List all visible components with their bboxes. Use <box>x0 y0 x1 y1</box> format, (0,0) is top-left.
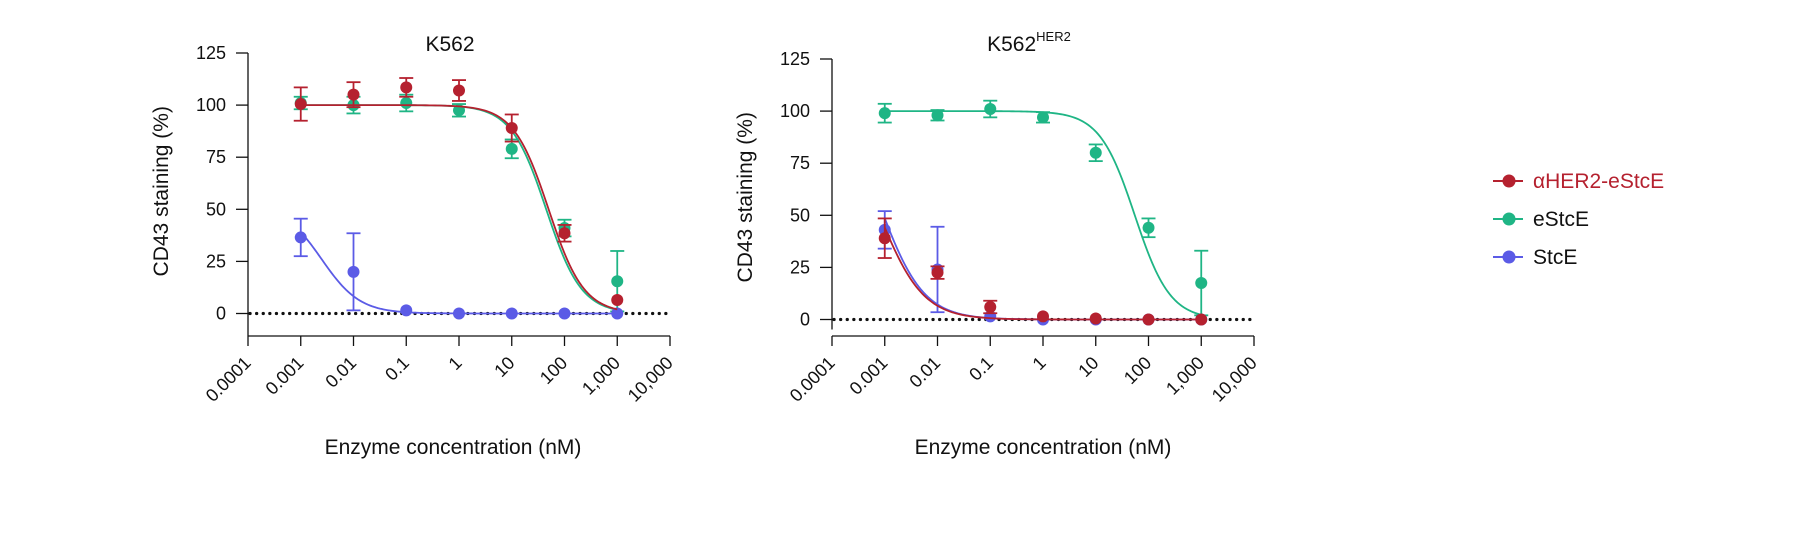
data-point-estce <box>505 142 518 155</box>
y-tick-label: 50 <box>790 205 810 225</box>
data-point-stce <box>453 307 465 320</box>
fit-curve-estce <box>884 110 1202 316</box>
data-point-estce <box>1142 221 1155 234</box>
legend-item-stce: StcE <box>1493 246 1577 269</box>
y-tick-label: 0 <box>800 310 810 330</box>
y-tick-label: 0 <box>216 304 226 324</box>
data-point-aher2 <box>400 81 413 94</box>
chart-title: K562 <box>425 33 474 56</box>
x-tick-label: 1 <box>1029 353 1050 374</box>
legend-label: StcE <box>1533 246 1577 269</box>
fit-curve-estce <box>300 104 618 311</box>
x-tick-label: 0.1 <box>965 353 997 385</box>
chart-title-superscript: HER2 <box>1036 29 1071 44</box>
chart-title-text: K562 <box>425 33 474 56</box>
chart-title-text: K562 <box>987 33 1036 56</box>
data-point-stce <box>347 265 360 278</box>
data-point-aher2 <box>558 227 571 240</box>
legend-label: eStcE <box>1533 208 1589 231</box>
data-point-estce <box>931 109 944 122</box>
y-tick-label: 125 <box>196 43 226 63</box>
legend-marker <box>1502 250 1516 264</box>
data-point-stce <box>294 231 307 244</box>
x-tick-label: 0.0001 <box>786 353 839 406</box>
y-axis-title: CD43 staining (%) <box>150 106 173 276</box>
x-tick-label: 1,000 <box>578 353 624 399</box>
series-stce <box>877 210 1208 326</box>
series-estce <box>293 93 625 313</box>
x-tick-label: 10,000 <box>1208 353 1261 406</box>
data-point-aher2 <box>294 98 307 111</box>
data-point-estce <box>400 97 413 110</box>
data-point-estce <box>1089 146 1102 159</box>
legend-marker <box>1502 212 1516 226</box>
data-point-aher2 <box>984 300 997 313</box>
series-aher2 <box>293 77 624 311</box>
y-tick-label: 75 <box>790 153 810 173</box>
x-tick-label: 1,000 <box>1162 353 1208 399</box>
data-point-aher2 <box>931 266 944 279</box>
y-tick-label: 75 <box>206 147 226 167</box>
fit-curve-aher2 <box>300 104 618 311</box>
x-tick-label: 0.001 <box>846 353 892 399</box>
series-aher2 <box>877 217 1208 326</box>
data-point-aher2 <box>1142 313 1155 326</box>
x-axis-title: Enzyme concentration (nM) <box>325 436 582 459</box>
data-point-estce <box>878 107 891 120</box>
data-point-stce <box>611 307 624 320</box>
x-tick-label: 10 <box>1074 353 1102 381</box>
legend-marker <box>1502 174 1516 188</box>
series-estce <box>877 99 1209 317</box>
x-tick-label: 10,000 <box>624 353 677 406</box>
x-tick-label: 10 <box>490 353 518 381</box>
data-point-stce <box>558 307 571 320</box>
legend-label: αHER2-eStcE <box>1533 170 1664 193</box>
data-point-estce <box>984 103 997 116</box>
chart-title: K562HER2 <box>987 29 1071 56</box>
x-tick-label: 0.1 <box>381 353 413 385</box>
data-point-aher2 <box>1089 312 1102 325</box>
y-tick-label: 100 <box>780 101 810 121</box>
y-tick-label: 100 <box>196 95 226 115</box>
series-stce <box>293 217 624 320</box>
x-tick-label: 0.0001 <box>202 353 255 406</box>
data-point-aher2 <box>611 293 624 306</box>
x-tick-label: 1 <box>445 353 466 374</box>
data-point-stce <box>400 304 413 317</box>
x-axis-title: Enzyme concentration (nM) <box>915 436 1172 459</box>
data-point-aher2 <box>878 232 891 245</box>
data-point-stce <box>505 307 518 320</box>
x-tick-label: 0.01 <box>321 353 360 392</box>
y-tick-label: 125 <box>780 49 810 69</box>
data-point-aher2 <box>505 122 518 135</box>
panel-k562-her2: K562HER2 0 25 50 75 100 125 0.0001 0.001 0.01 0.1 1… <box>734 29 1261 459</box>
x-tick-label: 100 <box>536 353 571 388</box>
legend-item-aher2: αHER2-eStcE <box>1493 170 1664 193</box>
legend: αHER2-eStcE eStcE StcE <box>1493 170 1664 269</box>
panel-k562: K562 0 25 50 75 100 125 0.0001 0.001 0.01 0.1 1 10 10… <box>150 33 677 459</box>
data-point-aher2 <box>1195 313 1208 326</box>
y-tick-label: 25 <box>206 251 226 271</box>
y-tick-label: 50 <box>206 199 226 219</box>
data-point-estce <box>1195 277 1208 290</box>
data-point-estce <box>611 275 624 288</box>
y-tick-label: 25 <box>790 257 810 277</box>
data-point-estce <box>1037 111 1049 124</box>
y-axis-title: CD43 staining (%) <box>734 112 757 282</box>
x-tick-label: 0.001 <box>262 353 308 399</box>
data-point-aher2 <box>453 84 465 97</box>
data-point-aher2 <box>1037 310 1049 323</box>
x-tick-label: 100 <box>1120 353 1155 388</box>
data-point-aher2 <box>347 88 360 101</box>
x-tick-label: 0.01 <box>905 353 944 392</box>
legend-item-estce: eStcE <box>1493 208 1589 231</box>
